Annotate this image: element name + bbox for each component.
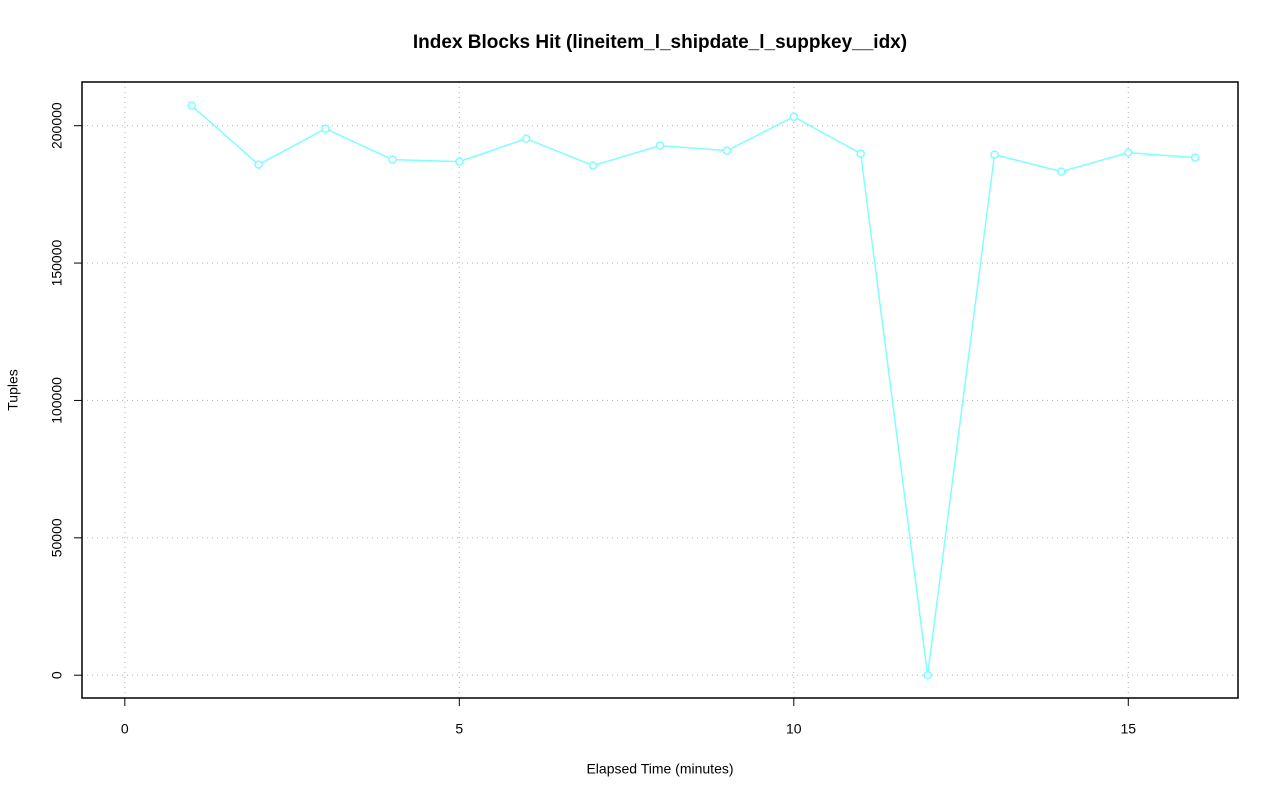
point [856, 149, 865, 158]
point [1190, 153, 1200, 162]
point [990, 150, 999, 159]
point [923, 670, 932, 680]
x-tick-label: 0 [121, 721, 129, 737]
point [789, 112, 799, 121]
chart-title: Index Blocks Hit (lineitem_l_shipdate_l_… [413, 32, 907, 53]
point [521, 134, 531, 143]
plot-frame [81, 81, 1239, 699]
y-axis-label: Tuples [5, 369, 21, 411]
point [455, 157, 464, 166]
y-tick-label: 50000 [49, 518, 65, 557]
x-tick-label: 5 [455, 721, 463, 737]
y-tick-label: 150000 [49, 239, 65, 286]
point [722, 146, 732, 155]
point [1124, 148, 1133, 157]
point [388, 155, 397, 164]
y-tick-label: 100000 [49, 377, 65, 424]
point [588, 161, 598, 170]
point [321, 124, 330, 133]
x-tick-label: 15 [1120, 721, 1136, 737]
point [254, 160, 263, 169]
x-axis-label: Elapsed Time (minutes) [586, 761, 733, 777]
y-tick-label: 200000 [49, 102, 65, 149]
point [187, 101, 196, 110]
line [191, 105, 1196, 676]
point [655, 141, 665, 150]
y-tick-label: 0 [49, 671, 65, 679]
x-tick-label: 10 [786, 721, 802, 737]
point [1057, 167, 1066, 176]
